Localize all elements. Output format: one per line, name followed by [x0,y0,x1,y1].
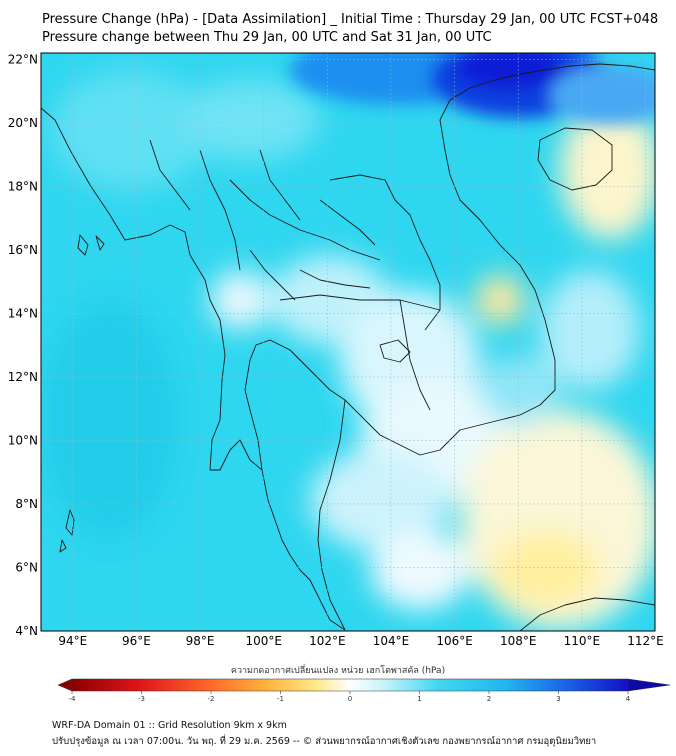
lon-tick-label: 108°E [500,634,537,648]
lat-tick-label: 16°N [8,243,38,257]
latitude-axis: 22°N 20°N 18°N 16°N 14°N 12°N 10°N 8°N 6°N 4°N [8,52,38,638]
footer-update-info: ปรับปรุงข้อมูล ณ เวลา 07:00น. วัน พฤ. ที… [52,736,597,747]
map-frame [40,52,656,632]
colorbar-tick-label: -1 [277,695,284,703]
lon-tick-label: 100°E [245,634,282,648]
pressure-change-map: 22°N 20°N 18°N 16°N 14°N 12°N 10°N 8°N 6°N 4°N 94… [8,52,664,648]
lon-tick-label: 98°E [186,634,215,648]
lon-tick-label: 112°E [627,634,664,648]
colorbar-tick-label: 0 [348,695,352,703]
coastline-borders [41,63,655,631]
lat-tick-label: 10°N [8,433,38,447]
lon-tick-label: 96°E [122,634,151,648]
lat-tick-label: 20°N [8,116,38,130]
colorbar-extend-high [627,678,671,692]
lat-tick-label: 8°N [15,497,38,511]
colorbar: -4 -3 -2 -1 0 1 2 3 4 [57,678,671,703]
longitude-axis: 94°E 96°E 98°E 100°E 102°E 104°E 106°E 108°E 110… [58,634,663,648]
map-subtitle: Pressure change between Thu 29 Jan, 00 U… [42,30,492,45]
colorbar-extend-low [57,678,73,692]
lon-tick-label: 94°E [58,634,87,648]
lon-tick-label: 110°E [564,634,601,648]
lon-tick-label: 104°E [373,634,410,648]
lat-tick-label: 14°N [8,306,38,320]
colorbar-tick-label: 4 [626,695,631,703]
lat-tick-label: 12°N [8,370,38,384]
colorbar-label: ความกดอากาศเปลี่ยนแปลง หน่วย เฮกโตพาสคัล… [230,666,446,676]
lat-tick-label: 18°N [8,179,38,193]
colorbar-gradient [71,678,629,692]
colorbar-tick-label: -4 [69,695,77,703]
lat-tick-label: 6°N [15,560,38,574]
colorbar-tick-label: -2 [208,695,215,703]
pressure-field [41,53,655,631]
footer-model-info: WRF-DA Domain 01 :: Grid Resolution 9km … [52,720,287,731]
lon-tick-label: 102°E [309,634,346,648]
colorbar-tick-label: 1 [417,695,421,703]
map-gridlines [41,53,655,632]
colorbar-tick-label: -3 [138,695,145,703]
lon-tick-label: 106°E [436,634,473,648]
lat-tick-label: 22°N [8,52,38,66]
lat-tick-label: 4°N [15,624,38,638]
map-title: Pressure Change (hPa) - [Data Assimilati… [42,12,659,27]
colorbar-tick-label: 2 [487,695,491,703]
colorbar-tick-label: 3 [556,695,560,703]
